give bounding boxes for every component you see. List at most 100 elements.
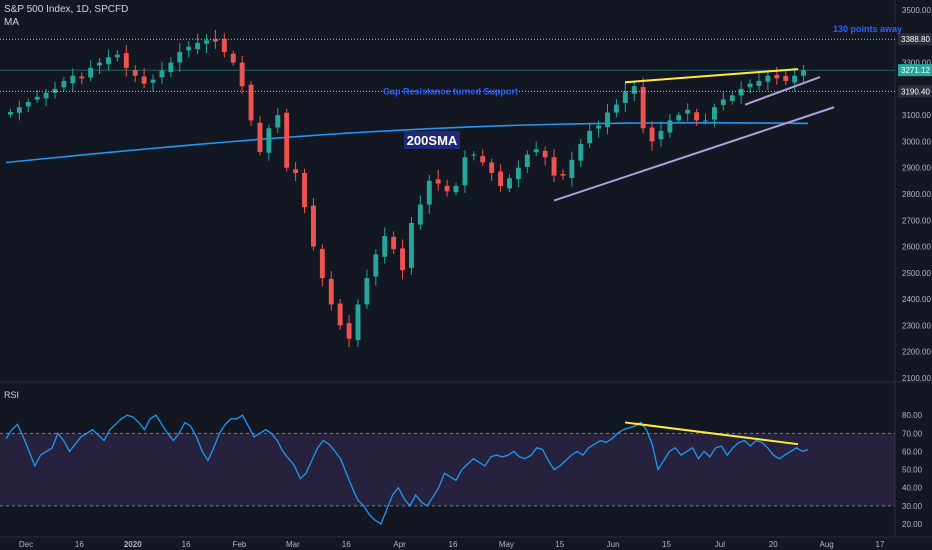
candle-body: [498, 171, 504, 187]
price-tick-label: 2600.00: [902, 243, 931, 252]
support-lower-line: [553, 106, 835, 202]
candle-body: [275, 115, 281, 128]
candle-body: [783, 75, 789, 81]
level-badge: [898, 33, 932, 46]
candle-body: [515, 167, 521, 180]
candle-body: [284, 112, 290, 168]
candle-body: [720, 99, 726, 105]
price-tick-label: 2200.00: [902, 348, 931, 357]
candle-body: [364, 278, 370, 305]
sma-annotation-text: 200SMA: [407, 133, 458, 148]
chart-title: S&P 500 Index, 1D, SPCFD: [4, 4, 129, 15]
rsi-tick-label: 60.00: [902, 447, 923, 456]
candle-body: [569, 159, 575, 178]
rsi-tick-label: 40.00: [902, 484, 923, 493]
price-tick-label: 2100.00: [902, 374, 931, 383]
support-upper-line: [744, 76, 821, 106]
level-price-text: 3190.40: [901, 87, 930, 96]
candle-body: [355, 304, 361, 341]
price-tick-label: 2300.00: [902, 321, 931, 330]
candle-body: [400, 248, 405, 271]
candle-body: [88, 67, 94, 78]
candle-body: [239, 62, 245, 87]
candle-body: [774, 74, 780, 79]
candle-body: [34, 96, 40, 100]
level-price-text: 3388.80: [901, 35, 930, 44]
candle-body: [542, 150, 548, 158]
indicator-label: MA: [4, 17, 19, 28]
price-tick-label: 2500.00: [902, 269, 931, 278]
time-tick-label: 17: [876, 540, 885, 549]
time-tick-label: 16: [182, 540, 191, 549]
candle-body: [533, 149, 539, 153]
candle-body: [685, 109, 691, 114]
level-note-bg: [830, 23, 896, 36]
candle-body: [204, 40, 209, 44]
candle-body: [551, 157, 557, 176]
time-tick-label: 20: [769, 540, 778, 549]
rsi-tick-label: 80.00: [902, 411, 923, 420]
candle-body: [319, 248, 325, 279]
rsi-tick-label: 20.00: [902, 520, 923, 529]
candle-body: [676, 115, 682, 121]
rsi-panel-label: RSI: [4, 390, 20, 400]
candle-body: [25, 102, 31, 107]
candle-body: [596, 125, 602, 129]
candle-body: [328, 278, 334, 305]
candle-body: [391, 236, 397, 250]
candle-body: [667, 120, 673, 133]
candle-body: [409, 222, 414, 268]
candle-body: [52, 88, 58, 93]
rsi-divergence-line: [624, 421, 799, 446]
candle-body: [507, 178, 512, 189]
time-tick-label: 15: [555, 540, 564, 549]
candle-body: [61, 80, 67, 88]
time-tick-label: May: [499, 540, 514, 549]
candle-body: [426, 180, 432, 205]
candle-body: [622, 91, 628, 104]
candle-body: [266, 128, 272, 153]
candle-body: [302, 172, 307, 208]
time-tick-label: 15: [662, 540, 671, 549]
candle-body: [738, 88, 744, 96]
candle-body: [132, 70, 138, 76]
rsi-band: [0, 433, 895, 506]
candle-body: [480, 156, 486, 163]
candle-body: [703, 120, 708, 122]
candle-body: [346, 323, 352, 339]
candle-body: [221, 39, 227, 53]
wedge-top-line: [624, 68, 799, 84]
time-tick-label: Dec: [19, 540, 33, 549]
candle-body: [257, 122, 263, 152]
candle-body: [168, 62, 174, 73]
candle-body: [195, 42, 201, 50]
candle-body: [444, 185, 450, 192]
sma-200-line: [5, 122, 809, 164]
candle-body: [694, 112, 700, 121]
candle-body: [310, 205, 316, 247]
candle-body: [230, 53, 236, 63]
level-badge: [898, 85, 932, 98]
time-tick-label: Feb: [233, 540, 247, 549]
price-tick-label: 2400.00: [902, 295, 931, 304]
candle-body: [435, 179, 441, 184]
time-tick-label: 16: [449, 540, 458, 549]
candle-body: [97, 62, 103, 66]
time-tick-label: 16: [342, 540, 351, 549]
candle-body: [114, 54, 120, 58]
candle-body: [587, 130, 593, 144]
time-tick-label: 16: [75, 540, 84, 549]
price-tick-label: 2900.00: [902, 164, 931, 173]
rsi-tick-label: 50.00: [902, 466, 923, 475]
candle-body: [524, 154, 530, 167]
candle-body: [106, 57, 111, 65]
candle-body: [640, 87, 646, 129]
rsi-tick-label: 70.00: [902, 429, 923, 438]
candle-body: [649, 127, 655, 142]
candle-body: [560, 174, 566, 176]
candle-body: [382, 236, 388, 257]
candle-body: [631, 86, 637, 94]
candle-body: [79, 76, 85, 79]
candle-body: [141, 76, 147, 84]
